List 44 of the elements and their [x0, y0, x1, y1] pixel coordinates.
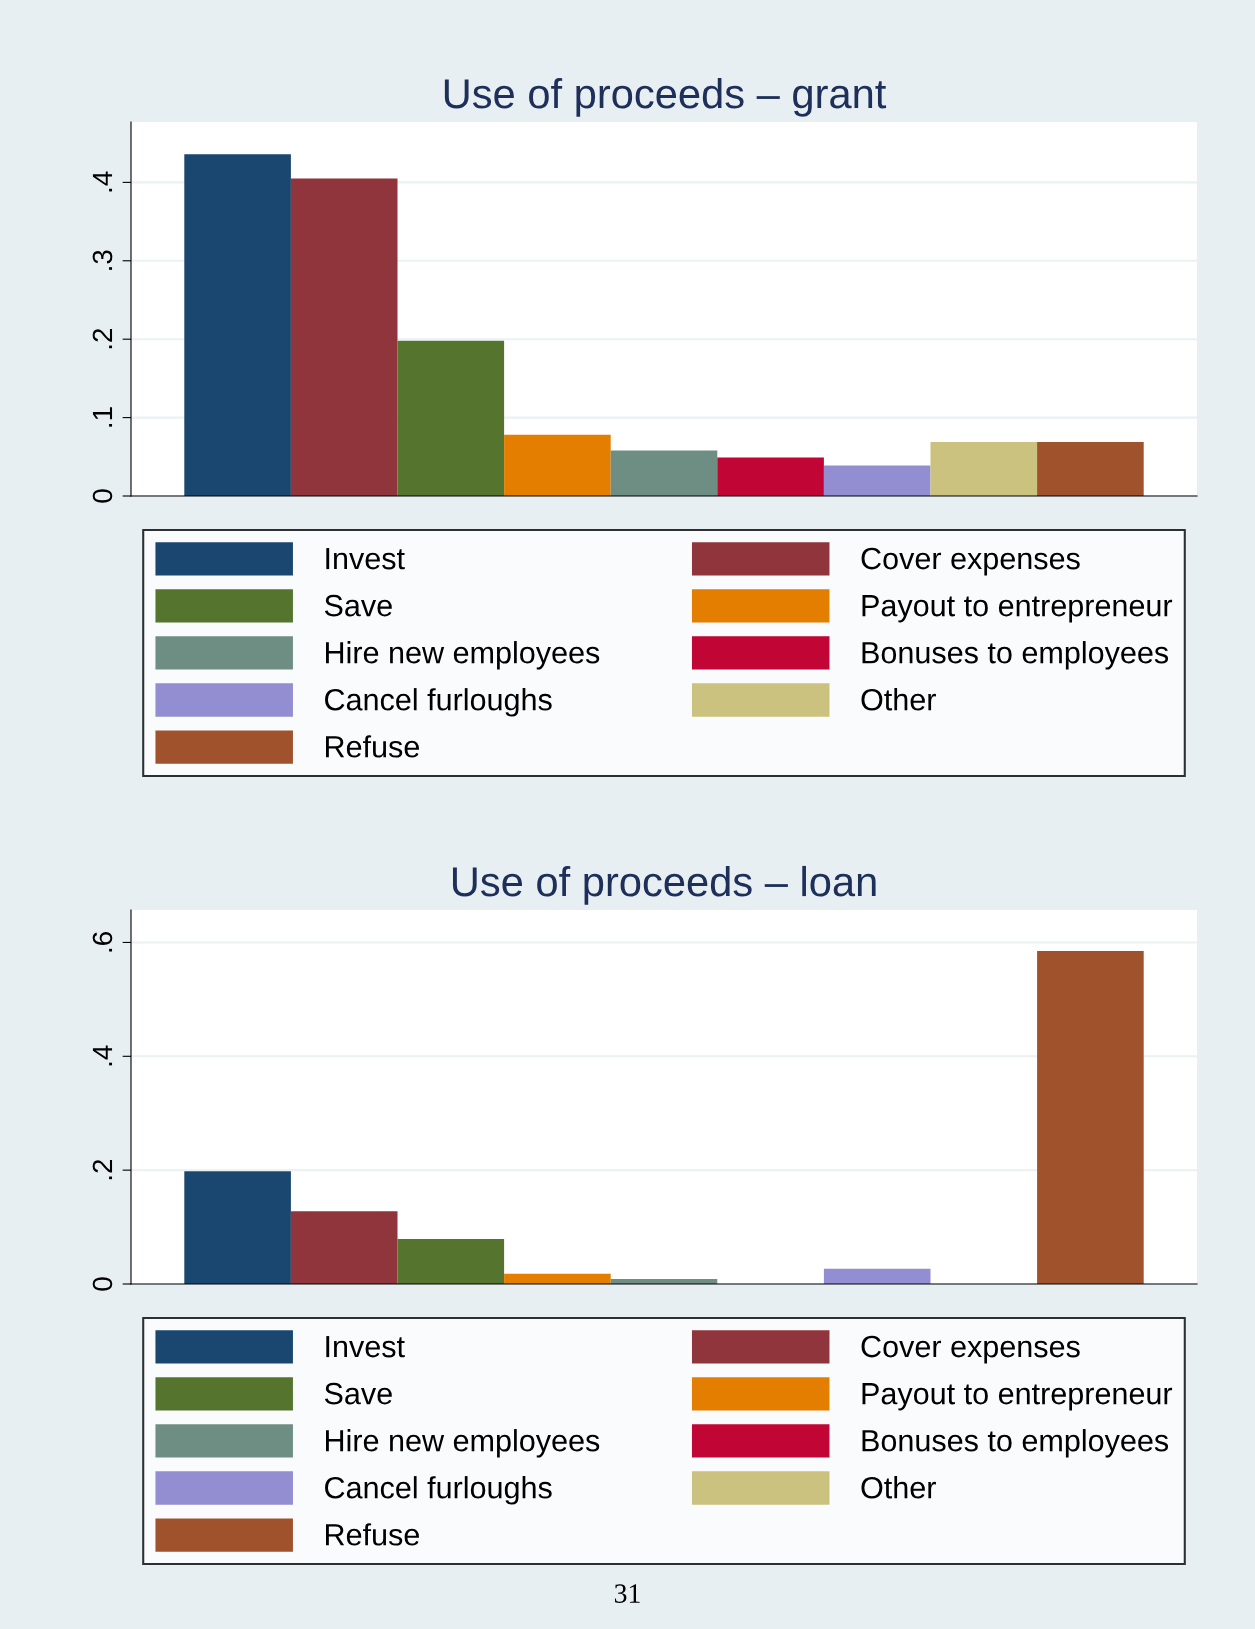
text: 31: [614, 1584, 640, 1603]
legend-label: Save: [324, 594, 392, 617]
bar: [930, 441, 1038, 496]
legend-label: Hire new employees: [326, 1429, 600, 1458]
bar: [1037, 441, 1144, 496]
bar: [184, 154, 291, 496]
chart-title: Use of proceeds – loan: [452, 865, 876, 905]
y-tick-label: .6: [92, 932, 113, 952]
legend-label: Hire new employees: [326, 641, 600, 670]
y-tick-label: 0: [92, 1277, 113, 1291]
bar: [717, 457, 824, 496]
legend-label: Cover expenses: [861, 1335, 1080, 1364]
bar: [1037, 950, 1144, 1284]
legend-label: Bonuses to employees: [862, 641, 1169, 670]
legend-label: Other: [861, 1476, 936, 1499]
y-tick-label: .4: [92, 1045, 113, 1066]
bar: [823, 1268, 931, 1284]
y-tick-label: .2: [92, 1159, 113, 1180]
legend-label: Refuse: [326, 735, 419, 758]
legend-label: Payout to entrepreneur: [862, 1383, 1173, 1411]
y-tick-label: 0: [92, 489, 113, 503]
legend-label: Payout to entrepreneur: [862, 595, 1173, 623]
legend-label: Cover expenses: [861, 547, 1080, 576]
legend-label: Save: [324, 1382, 392, 1405]
bar: [397, 1239, 505, 1284]
legend-label: Refuse: [326, 1523, 419, 1546]
bar: [290, 178, 398, 496]
bar: [184, 1171, 291, 1284]
chart-title: Use of proceeds – grant: [444, 77, 887, 117]
y-tick-label: .1: [92, 407, 113, 427]
legend-label: Other: [861, 688, 936, 711]
y-tick-label: .3: [92, 250, 113, 270]
bar: [504, 434, 611, 496]
y-tick-label: .4: [92, 171, 113, 192]
bar: [610, 450, 718, 496]
legend-label: Invest: [326, 548, 405, 570]
bar: [397, 340, 505, 496]
legend-label: Bonuses to employees: [862, 1429, 1169, 1458]
y-tick-label: .2: [92, 329, 113, 349]
bar: [823, 465, 931, 496]
legend-label: Cancel furloughs: [325, 1476, 552, 1505]
legend-label: Cancel furloughs: [325, 688, 552, 717]
bar: [290, 1211, 398, 1284]
legend-label: Invest: [326, 1336, 405, 1358]
